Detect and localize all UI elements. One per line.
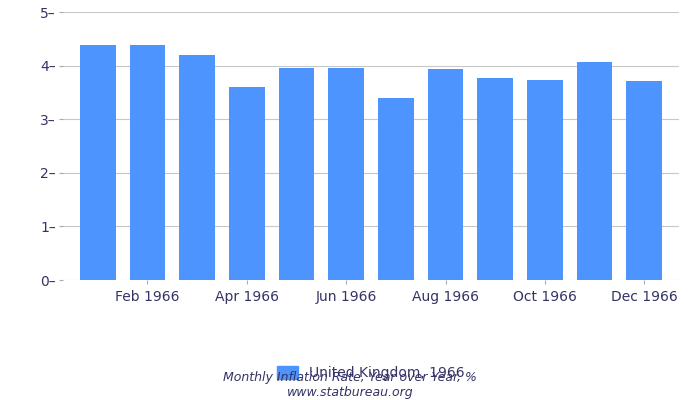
Legend: United Kingdom, 1966: United Kingdom, 1966 bbox=[272, 360, 470, 386]
Bar bbox=[378, 98, 414, 280]
Bar bbox=[179, 56, 215, 280]
Text: www.statbureau.org: www.statbureau.org bbox=[287, 386, 413, 399]
Bar bbox=[80, 45, 116, 280]
Bar bbox=[577, 62, 612, 280]
Bar bbox=[626, 81, 662, 280]
Bar bbox=[279, 68, 314, 280]
Text: Monthly Inflation Rate, Year over Year, %: Monthly Inflation Rate, Year over Year, … bbox=[223, 372, 477, 384]
Bar bbox=[229, 87, 265, 280]
Bar bbox=[130, 45, 165, 280]
Bar bbox=[328, 68, 364, 280]
Bar bbox=[527, 80, 563, 280]
Bar bbox=[428, 69, 463, 280]
Bar bbox=[477, 78, 513, 280]
